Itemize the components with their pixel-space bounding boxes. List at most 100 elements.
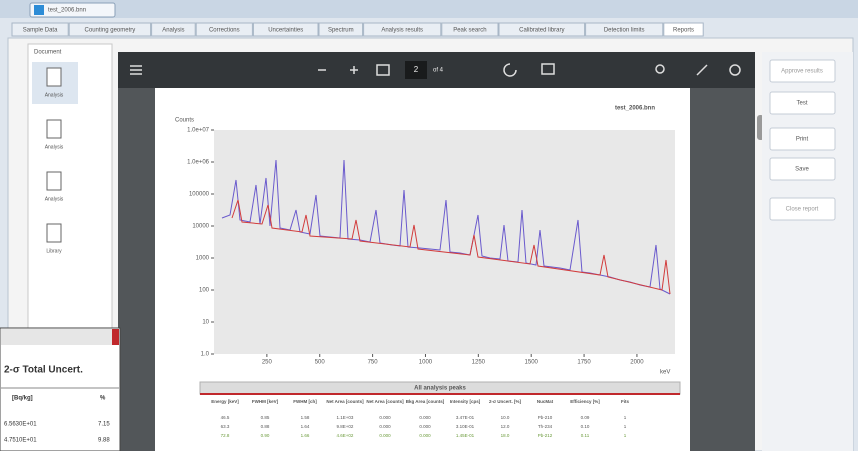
fit-icon[interactable] bbox=[376, 64, 390, 76]
table-cell: 9.8E+02 bbox=[337, 424, 354, 429]
x-tick-label: 1000 bbox=[419, 360, 433, 366]
settings-icon[interactable] bbox=[729, 64, 741, 76]
window-tab[interactable] bbox=[29, 2, 116, 18]
peaks-table: Energy [keV] FWHM [keV] FWHM [ch] Net Area … bbox=[211, 399, 629, 438]
x-tick-label: 2000 bbox=[630, 360, 644, 366]
tab-label: Calibrated library bbox=[519, 28, 564, 34]
page-number: 2 bbox=[414, 65, 419, 74]
table-cell: 1.64 bbox=[301, 424, 310, 429]
report-file: test_2006.bnn bbox=[615, 106, 655, 112]
action-label: Test bbox=[796, 101, 807, 107]
x-tick-label: 1500 bbox=[525, 360, 539, 366]
y-tick-label: 100000 bbox=[189, 192, 210, 198]
table-header: Net Area [counts] bbox=[326, 399, 364, 404]
table-cell: 0.88 bbox=[261, 424, 270, 429]
tab[interactable] bbox=[498, 22, 586, 37]
tab[interactable] bbox=[585, 22, 664, 37]
table-cell: 3.47E-01 bbox=[456, 415, 475, 420]
table-cell: 1 bbox=[624, 415, 627, 420]
action-label: Approve results bbox=[781, 69, 823, 75]
table-cell: 0.000 bbox=[379, 433, 391, 438]
table-cell: 12.0 bbox=[501, 424, 510, 429]
pages-icon[interactable] bbox=[541, 63, 555, 75]
tab-label: Corrections bbox=[209, 28, 240, 34]
table-cell: 0.000 bbox=[419, 415, 431, 420]
inset-header: % bbox=[100, 396, 106, 402]
y-tick-label: 1.0e+06 bbox=[187, 160, 210, 166]
page-box[interactable] bbox=[405, 61, 427, 79]
y-tick-label: 1.0e+07 bbox=[187, 128, 210, 134]
table-cell: 1.66 bbox=[301, 433, 310, 438]
table-cell: 0.000 bbox=[419, 433, 431, 438]
tab[interactable] bbox=[363, 22, 442, 37]
tab-label: Counting geometry bbox=[85, 28, 136, 34]
document-title: Document bbox=[34, 50, 62, 56]
window-bar bbox=[0, 0, 858, 18]
tab[interactable] bbox=[318, 22, 364, 37]
pdf-toolbar bbox=[118, 52, 755, 88]
table-header: Net Area [counts] bbox=[366, 399, 404, 404]
table-cell: 1.45E-01 bbox=[456, 433, 475, 438]
tab[interactable] bbox=[195, 22, 253, 37]
rotate-icon[interactable] bbox=[503, 63, 517, 77]
table-header: Intensity [cps] bbox=[450, 399, 481, 404]
tab[interactable] bbox=[663, 22, 704, 37]
x-tick-label: 1250 bbox=[472, 360, 486, 366]
table-cell: 1.58 bbox=[301, 415, 310, 420]
spectrum-fit bbox=[231, 199, 671, 295]
tab[interactable] bbox=[151, 22, 196, 37]
action-button[interactable] bbox=[769, 59, 836, 83]
document-label: Analysis bbox=[45, 144, 64, 150]
table-cell: 0.000 bbox=[379, 424, 391, 429]
plot-area bbox=[214, 130, 675, 354]
search-icon[interactable] bbox=[655, 64, 665, 74]
table-cell: 0.85 bbox=[261, 415, 270, 420]
tab[interactable] bbox=[441, 22, 499, 37]
y-tick-label: 100 bbox=[199, 288, 210, 294]
table-cell: 0.000 bbox=[379, 415, 391, 420]
action-button[interactable] bbox=[769, 127, 836, 151]
table-cell: 46.5 bbox=[221, 415, 230, 420]
window-tab-label: test_2006.bnn bbox=[48, 8, 86, 14]
table-header: Energy [keV] bbox=[211, 399, 239, 404]
action-button[interactable] bbox=[769, 197, 836, 221]
table-cell: 0.90 bbox=[261, 433, 270, 438]
expand-icon[interactable] bbox=[696, 64, 708, 76]
inset-cell: 9.88 bbox=[98, 438, 110, 444]
document-label: Library bbox=[46, 248, 62, 254]
action-button[interactable] bbox=[769, 91, 836, 115]
tab-label: Uncertainties bbox=[268, 28, 303, 34]
action-button[interactable] bbox=[769, 157, 836, 181]
menu-icon[interactable] bbox=[130, 65, 142, 75]
document-list: Analysis Analysis Analysis Library bbox=[32, 62, 78, 254]
action-buttons: Approve results Test Print Save Close report bbox=[769, 59, 836, 221]
document-label: Analysis bbox=[45, 196, 64, 202]
document-icon[interactable] bbox=[46, 119, 62, 139]
table-cell: 1 bbox=[624, 424, 627, 429]
document-icon[interactable] bbox=[46, 67, 62, 87]
document-icon[interactable] bbox=[46, 171, 62, 191]
x-axis-label: keV bbox=[660, 370, 670, 376]
toolbar-icons bbox=[130, 63, 741, 77]
table-cell: 0.11 bbox=[581, 433, 590, 438]
y-tick-label: 1.0 bbox=[201, 352, 210, 358]
table-cell: 1 bbox=[624, 433, 627, 438]
tab[interactable] bbox=[252, 22, 319, 37]
tab[interactable] bbox=[68, 22, 152, 37]
document-icon[interactable] bbox=[46, 223, 62, 243]
inset-title: 2-σ Total Uncert. bbox=[4, 365, 83, 376]
tab-label: Reports bbox=[673, 28, 694, 34]
tab-label: Analysis bbox=[162, 28, 184, 34]
tab[interactable] bbox=[11, 22, 69, 37]
inset-table: [Bq/kg] % 6.5630E+01 7.15 4.7510E+01 9.88 bbox=[4, 396, 110, 444]
zoom-in[interactable] bbox=[350, 66, 358, 74]
table-cell: 4.6E+02 bbox=[337, 433, 354, 438]
table-header: Bkg Area [counts] bbox=[406, 399, 445, 404]
tab-label: Peak search bbox=[453, 28, 486, 34]
table-header: FWHM [keV] bbox=[252, 399, 279, 404]
table-cell: Pb-210 bbox=[538, 415, 553, 420]
table-cell: Th-234 bbox=[538, 424, 553, 429]
tab-label: Analysis results bbox=[381, 28, 423, 34]
